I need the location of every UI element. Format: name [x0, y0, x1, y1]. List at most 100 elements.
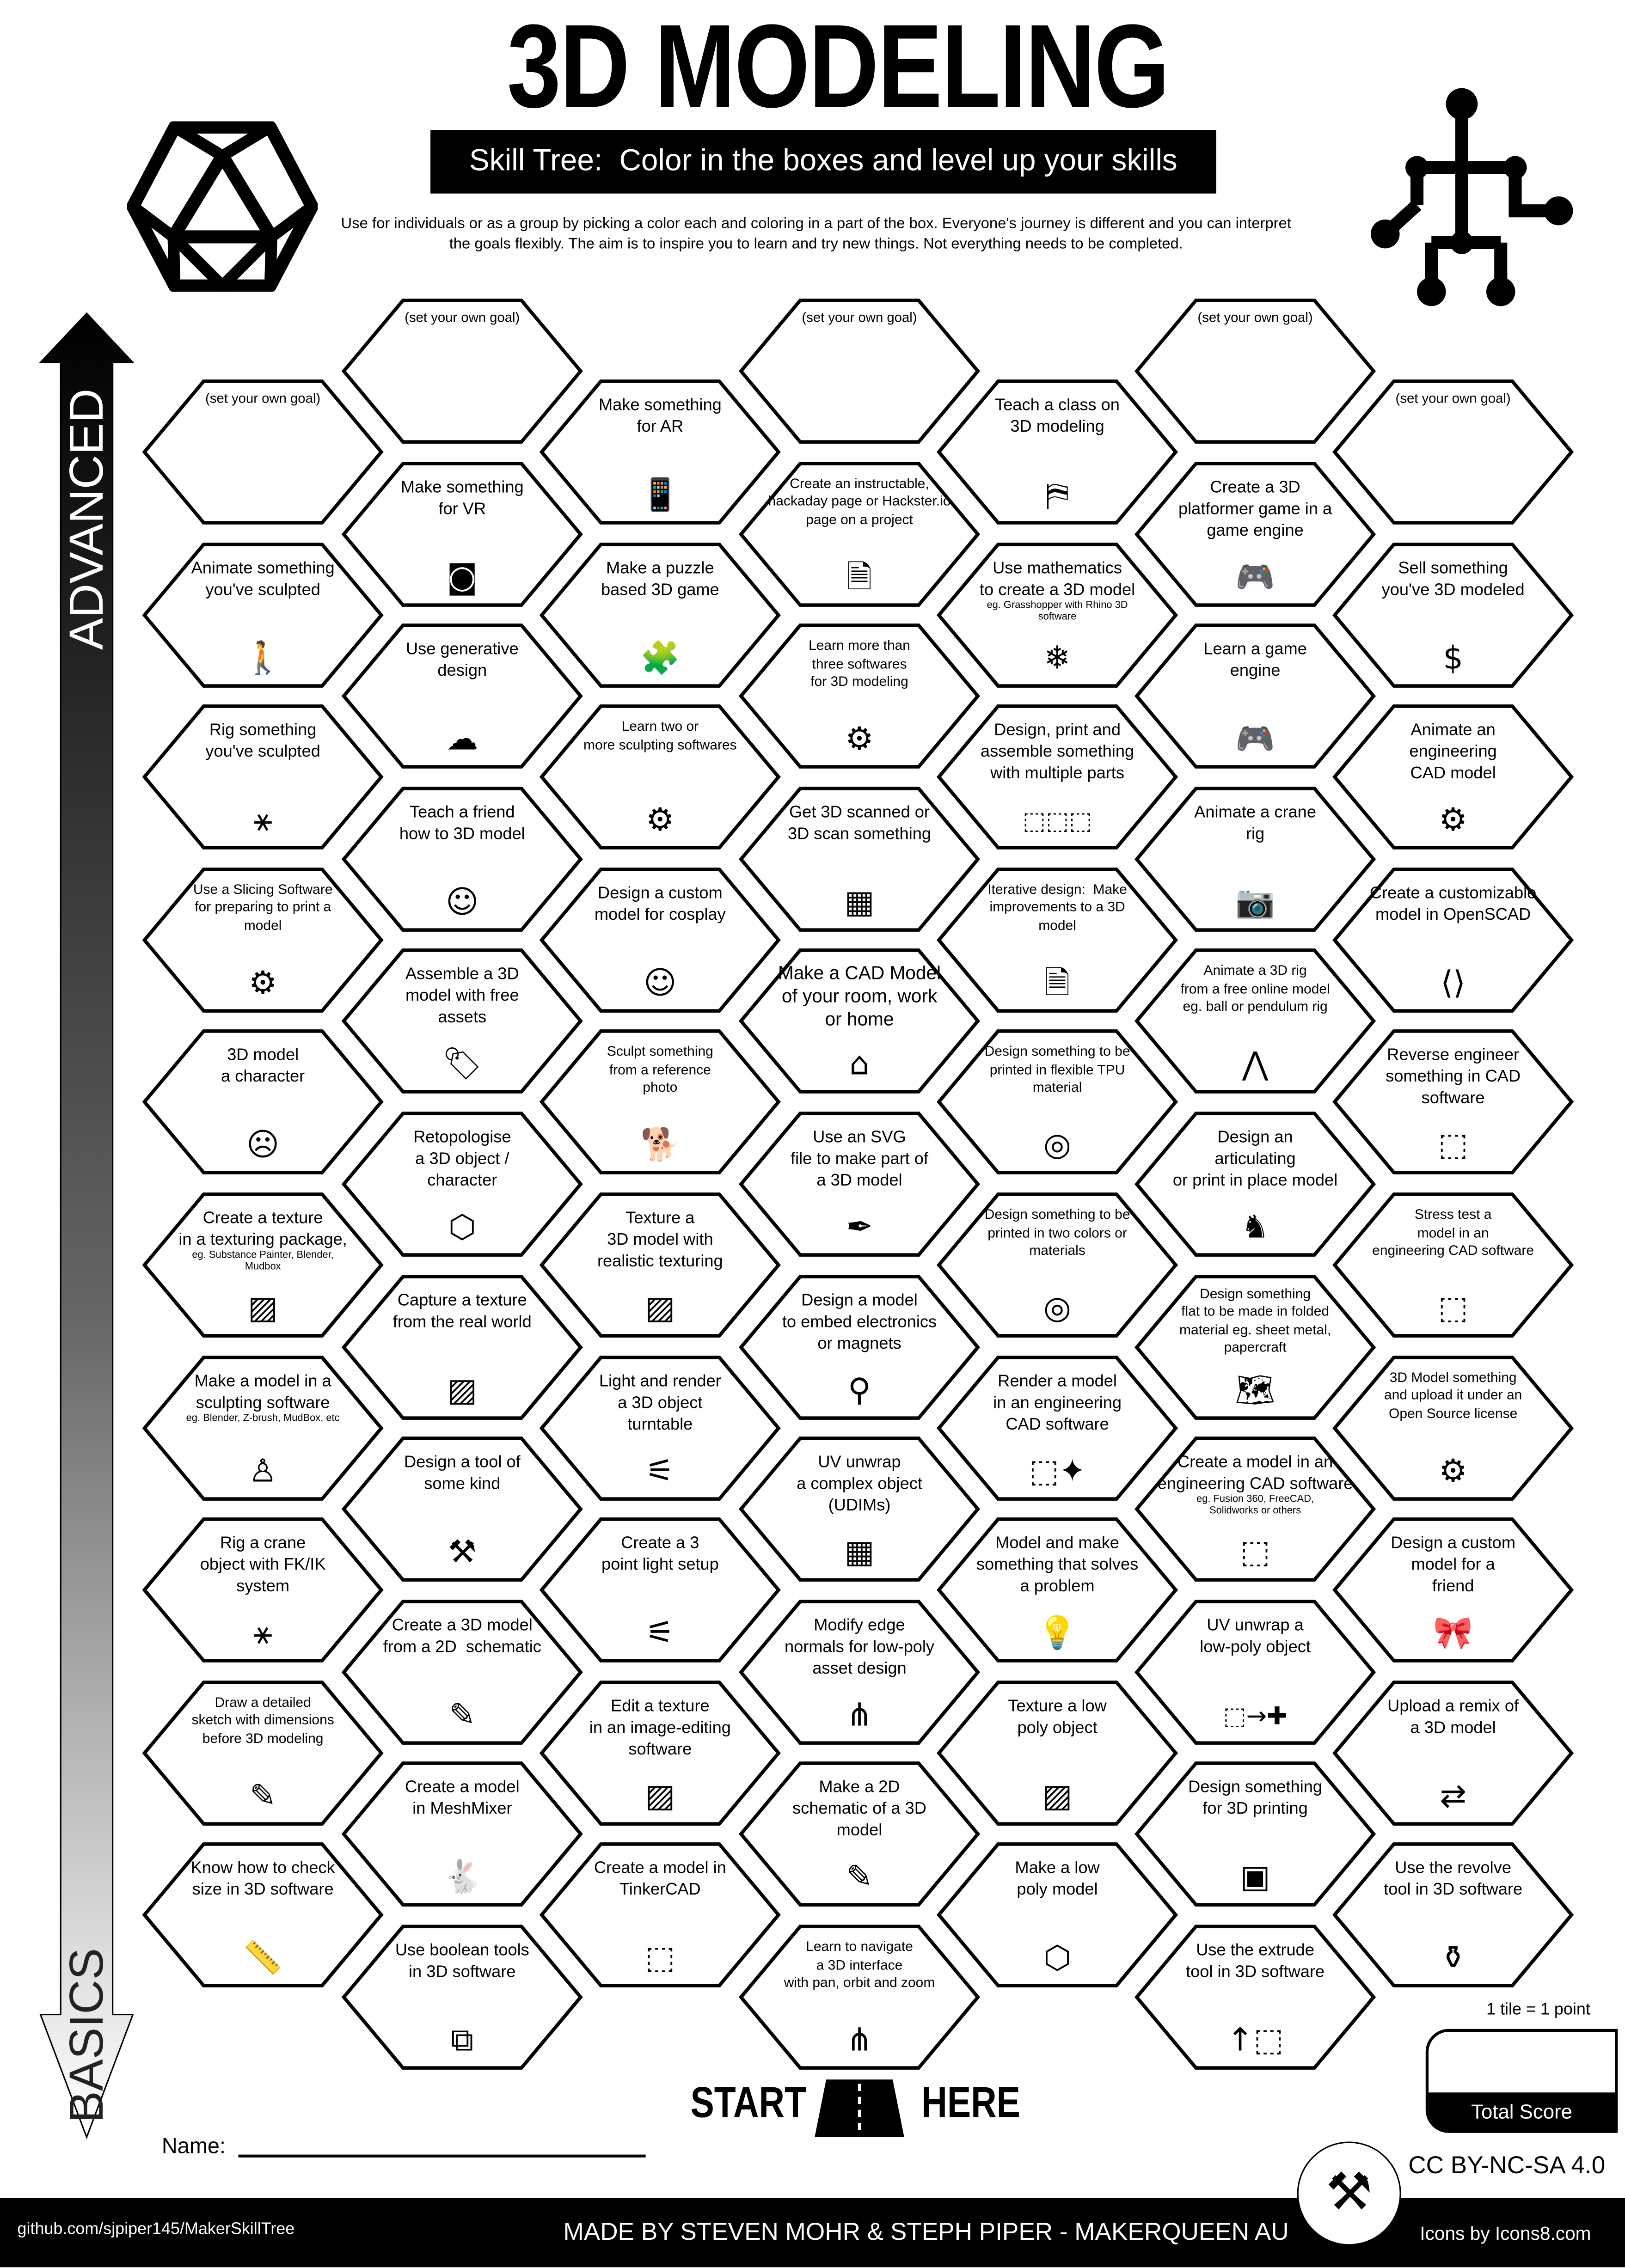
skill-label: Design a tool of some kind	[404, 1453, 521, 1494]
skill-tile[interactable]: Get 3D scanned or 3D scan something ▦	[738, 786, 981, 932]
skill-tile[interactable]: Use mathematics to create a 3D model eg. …	[936, 542, 1178, 687]
skill-tile[interactable]: Retopologise a 3D object / character ⬡	[341, 1112, 583, 1257]
skill-tile[interactable]: Teach a class on 3D modeling ⛿	[936, 379, 1178, 525]
skill-tile[interactable]: Create a customizable model in OpenSCAD ⟨…	[1332, 867, 1574, 1013]
github-link[interactable]: github.com/sjpiper145/MakerSkillTree	[17, 2221, 295, 2238]
hexagon-outline	[936, 1680, 1178, 1826]
skill-tile[interactable]: Design a model to embed electronics or m…	[738, 1274, 981, 1419]
skill-tile[interactable]: Design a custom model for cosplay ☺	[539, 867, 781, 1013]
skill-tile[interactable]: Design, print and assemble something wit…	[936, 704, 1178, 850]
skill-tile[interactable]: Capture a texture from the real world ▨	[341, 1274, 583, 1419]
skill-label: Create a 3D platformer game in a game en…	[1178, 477, 1332, 540]
skill-tile[interactable]: 3D model a character ☹	[142, 1030, 384, 1175]
skill-tile[interactable]: Animate an engineering CAD model ⚙	[1332, 704, 1574, 850]
skill-tile[interactable]: Render a model in an engineering CAD sof…	[936, 1355, 1178, 1500]
multiple-cubes-icon: ⬚⬚⬚	[1022, 807, 1092, 837]
house-icon: ⌂	[849, 1047, 870, 1084]
skill-tile[interactable]: Use the extrude tool in 3D software ↑⬚	[1134, 1925, 1376, 2070]
skill-tile[interactable]: Texture a 3D model with realistic textur…	[539, 1192, 781, 1338]
skill-tile[interactable]: Stress test a model in an engineering CA…	[1332, 1192, 1574, 1338]
skill-tile[interactable]: Use generative design ☁	[341, 624, 583, 769]
skill-tile[interactable]: Model and make something that solves a p…	[936, 1517, 1178, 1663]
skill-tile[interactable]: Create a 3 point light setup ⚟	[539, 1517, 781, 1663]
skill-tile[interactable]: Light and render a 3D object turntable ⚟	[539, 1355, 781, 1500]
skill-tile[interactable]: Animate something you've sculpted 🚶	[142, 542, 384, 687]
skill-tile[interactable]: Make a 2D schematic of a 3D model ✎	[738, 1762, 981, 1907]
skill-tile[interactable]: Design a tool of some kind ⚒	[341, 1437, 583, 1582]
skill-label: Rig a crane object with FK/IK system	[200, 1534, 326, 1596]
hexagon-outline	[142, 1030, 384, 1175]
skill-tile[interactable]: Teach a friend how to 3D model ☺	[341, 786, 583, 932]
skill-tile[interactable]: Create a model in MeshMixer 🐇	[341, 1762, 583, 1907]
skill-tile[interactable]: Create a model in an engineering CAD sof…	[1134, 1437, 1376, 1582]
custom-goal-tile[interactable]: (set your own goal)	[1134, 299, 1376, 444]
skill-tile[interactable]: Make a low poly model ⬡	[936, 1843, 1178, 1988]
skill-tile[interactable]: Design something to be printed in two co…	[936, 1192, 1178, 1338]
skill-tile[interactable]: Create a 3D model from a 2D schematic ✎	[341, 1599, 583, 1745]
skill-tile[interactable]: Make a CAD Model of your room, work or h…	[738, 949, 981, 1094]
custom-goal-tile[interactable]: (set your own goal)	[142, 379, 384, 525]
rig-skeleton-icon	[1371, 88, 1573, 306]
skill-tile[interactable]: Design a custom model for a friend 🎀	[1332, 1517, 1574, 1663]
schematic-icon: ✎	[846, 1860, 873, 1897]
character-face-icon: ☹	[246, 1128, 280, 1165]
skill-tile[interactable]: Edit a texture in an image-editing softw…	[539, 1680, 781, 1826]
skill-tile[interactable]: Learn a game engine 🎮	[1134, 624, 1376, 769]
skill-tile[interactable]: Make a model in a sculpting software eg. …	[142, 1355, 384, 1500]
skill-label: UV unwrap a complex object (UDIMs)	[797, 1453, 922, 1516]
vase-icon: ⚱	[1440, 1941, 1466, 1978]
skill-tile[interactable]: Texture a low poly object ▨	[936, 1680, 1178, 1826]
skill-tile[interactable]: Animate a 3D rig from a free online mode…	[1134, 949, 1376, 1094]
skill-tile[interactable]: Use a Slicing Software for preparing to …	[142, 867, 384, 1013]
skill-tile[interactable]: UV unwrap a low-poly object ⬚→✚	[1134, 1599, 1376, 1745]
skill-tile[interactable]: Learn more than three softwares for 3D m…	[738, 624, 981, 769]
skill-tile[interactable]: Create a model in TinkerCAD ⬚	[539, 1843, 781, 1988]
skill-tile[interactable]: Design something for 3D printing ▣	[1134, 1762, 1376, 1907]
skill-tile[interactable]: Make something for VR ◙	[341, 461, 583, 606]
hexagon-outline	[738, 1599, 981, 1745]
skill-tile[interactable]: Make something for AR 📱	[539, 379, 781, 525]
total-score-box[interactable]: Total Score	[1425, 2029, 1618, 2133]
skill-tile[interactable]: Draw a detailed sketch with dimensions b…	[142, 1680, 384, 1826]
skill-tile[interactable]: Modify edge normals for low-poly asset d…	[738, 1599, 981, 1745]
skill-tile[interactable]: Make a puzzle based 3D game 🧩	[539, 542, 781, 687]
name-field[interactable]	[238, 2154, 646, 2158]
skill-tile[interactable]: 3D Model something and upload it under a…	[1332, 1355, 1574, 1500]
skill-tile[interactable]: Design something flat to be made in fold…	[1134, 1274, 1376, 1419]
hexagon-outline	[539, 1843, 781, 1988]
skill-tile[interactable]: Rig something you've sculpted ⚹	[142, 704, 384, 850]
skill-label: Learn a game engine	[1203, 640, 1307, 681]
hexagon-outline	[142, 542, 384, 687]
skill-tile[interactable]: Reverse engineer something in CAD softwa…	[1332, 1030, 1574, 1175]
skill-tile[interactable]: Sell something you've 3D modeled $	[1332, 542, 1574, 687]
skill-tile[interactable]: Learn to navigate a 3D interface with pa…	[738, 1925, 981, 2070]
skill-tile[interactable]: Animate a crane rig 📷	[1134, 786, 1376, 932]
skill-label: Design something to be printed in flexib…	[984, 1045, 1130, 1097]
custom-goal-tile[interactable]: (set your own goal)	[341, 299, 583, 444]
skill-tile[interactable]: Create a texture in a texturing package,…	[142, 1192, 384, 1338]
texture-stripes-icon: ▨	[1042, 1779, 1073, 1815]
skill-tile[interactable]: Rig a crane object with FK/IK system ⚹	[142, 1517, 384, 1663]
custom-goal-tile[interactable]: (set your own goal)	[1332, 379, 1574, 525]
custom-goal-tile[interactable]: (set your own goal)	[738, 299, 981, 444]
skill-tile[interactable]: Use the revolve tool in 3D software ⚱	[1332, 1843, 1574, 1988]
skill-tile[interactable]: Sculpt something from a reference photo 🐕	[539, 1030, 781, 1175]
skill-tile[interactable]: Design something to be printed in flexib…	[936, 1030, 1178, 1175]
skill-tile[interactable]: Upload a remix of a 3D model ⇄	[1332, 1680, 1574, 1826]
skill-tile[interactable]: Assemble a 3D model with free assets 🏷	[341, 949, 583, 1094]
hexagon-outline	[142, 1355, 384, 1500]
skill-label: Teach a friend how to 3D model	[399, 802, 525, 844]
skill-tile[interactable]: Create a 3D platformer game in a game en…	[1134, 461, 1376, 606]
skill-tile[interactable]: Create an instructable, hackaday page or…	[738, 461, 981, 606]
hexagon-outline	[936, 1192, 1178, 1338]
skill-tile[interactable]: Learn two or more sculpting softwares ⚙	[539, 704, 781, 850]
open-source-icon: ⚙	[1439, 1454, 1467, 1490]
skill-tile[interactable]: Iterative design: Make improvements to a…	[936, 867, 1178, 1013]
remix-arrows-icon: ⇄	[1440, 1779, 1466, 1815]
skill-tile[interactable]: Design an articulating or print in place…	[1134, 1112, 1376, 1257]
skill-tile[interactable]: Use an SVG file to make part of a 3D mod…	[738, 1112, 981, 1257]
skill-tile[interactable]: UV unwrap a complex object (UDIMs) ▦	[738, 1437, 981, 1582]
icons-credit: Icons by Icons8.com	[1420, 2222, 1591, 2244]
skill-tile[interactable]: Use boolean tools in 3D software ⧉	[341, 1925, 583, 2070]
skill-tile[interactable]: Know how to check size in 3D software 📏	[142, 1843, 384, 1988]
